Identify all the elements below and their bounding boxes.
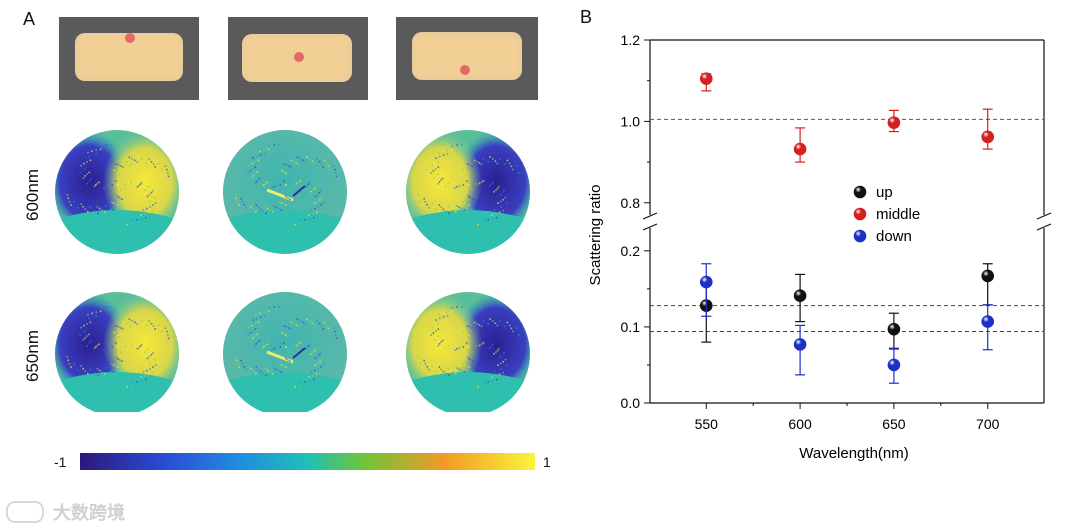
point-middle — [887, 116, 901, 129]
scattering-ratio-chart: 0.8 1.0 1.2 0.0 0.1 0.2 550 600 650 700 up middle d… — [587, 32, 1052, 462]
point-down — [699, 275, 713, 289]
y-tick-label: 0.1 — [621, 319, 641, 335]
spot-down — [460, 65, 470, 75]
point-middle — [699, 72, 713, 85]
axis-break-mark — [1036, 212, 1052, 220]
y-tick-label: 0.2 — [621, 243, 641, 259]
y-axis-label: Scattering ratio — [587, 185, 604, 286]
axis-break-mark — [1036, 223, 1052, 231]
polarization-maps-right — [406, 130, 530, 412]
watermark: 大数跨境 — [6, 499, 125, 525]
point-middle — [793, 142, 807, 156]
polarization-map — [406, 130, 530, 254]
polarization-map — [55, 292, 179, 412]
x-axis-label: Wavelength(nm) — [799, 445, 908, 462]
x-tick-label: 700 — [976, 416, 1000, 432]
panel-a-label: A — [23, 9, 36, 29]
y-tick-label: 0.0 — [621, 395, 641, 411]
watermark-text: 大数跨境 — [53, 503, 126, 523]
y-tick-label: 1.0 — [621, 113, 641, 129]
legend-label-down: down — [876, 228, 912, 245]
polarization-map — [223, 292, 347, 412]
chip-photo-up — [59, 17, 199, 100]
polarization-map — [406, 292, 530, 412]
colorbar-max-label: 1 — [543, 454, 551, 470]
colorbar-min-label: -1 — [54, 454, 67, 470]
legend-marker-up — [853, 185, 867, 199]
legend-marker-down — [853, 229, 867, 243]
legend-label-middle: middle — [876, 206, 920, 223]
watermark-logo-icon — [6, 501, 44, 523]
point-up — [793, 289, 807, 303]
spot-middle — [294, 52, 304, 62]
axis-break-mark — [642, 212, 658, 220]
x-tick-label: 550 — [695, 416, 719, 432]
polarization-map — [55, 130, 179, 254]
x-tick-label: 600 — [788, 416, 812, 432]
row-label-650nm: 650nm — [23, 330, 42, 382]
point-down — [887, 358, 901, 372]
y-tick-label: 0.8 — [621, 195, 641, 211]
polarization-map — [223, 130, 347, 254]
chip-photo-middle — [228, 17, 368, 100]
axis-break-mark — [642, 223, 658, 231]
spot-up — [125, 33, 135, 43]
point-down — [793, 338, 807, 351]
polarization-maps — [55, 130, 347, 412]
point-down — [981, 315, 995, 328]
colorbar — [80, 453, 535, 470]
legend-marker-middle — [853, 207, 867, 221]
point-up — [887, 322, 901, 336]
row-label-600nm: 600nm — [23, 169, 42, 221]
x-tick-label: 650 — [882, 416, 906, 432]
point-up — [981, 269, 995, 283]
chip-photo-down — [396, 17, 538, 100]
legend-label-up: up — [876, 184, 893, 201]
y-tick-label: 1.2 — [621, 32, 641, 48]
panel-b-label: B — [580, 7, 593, 27]
point-middle — [981, 130, 995, 144]
